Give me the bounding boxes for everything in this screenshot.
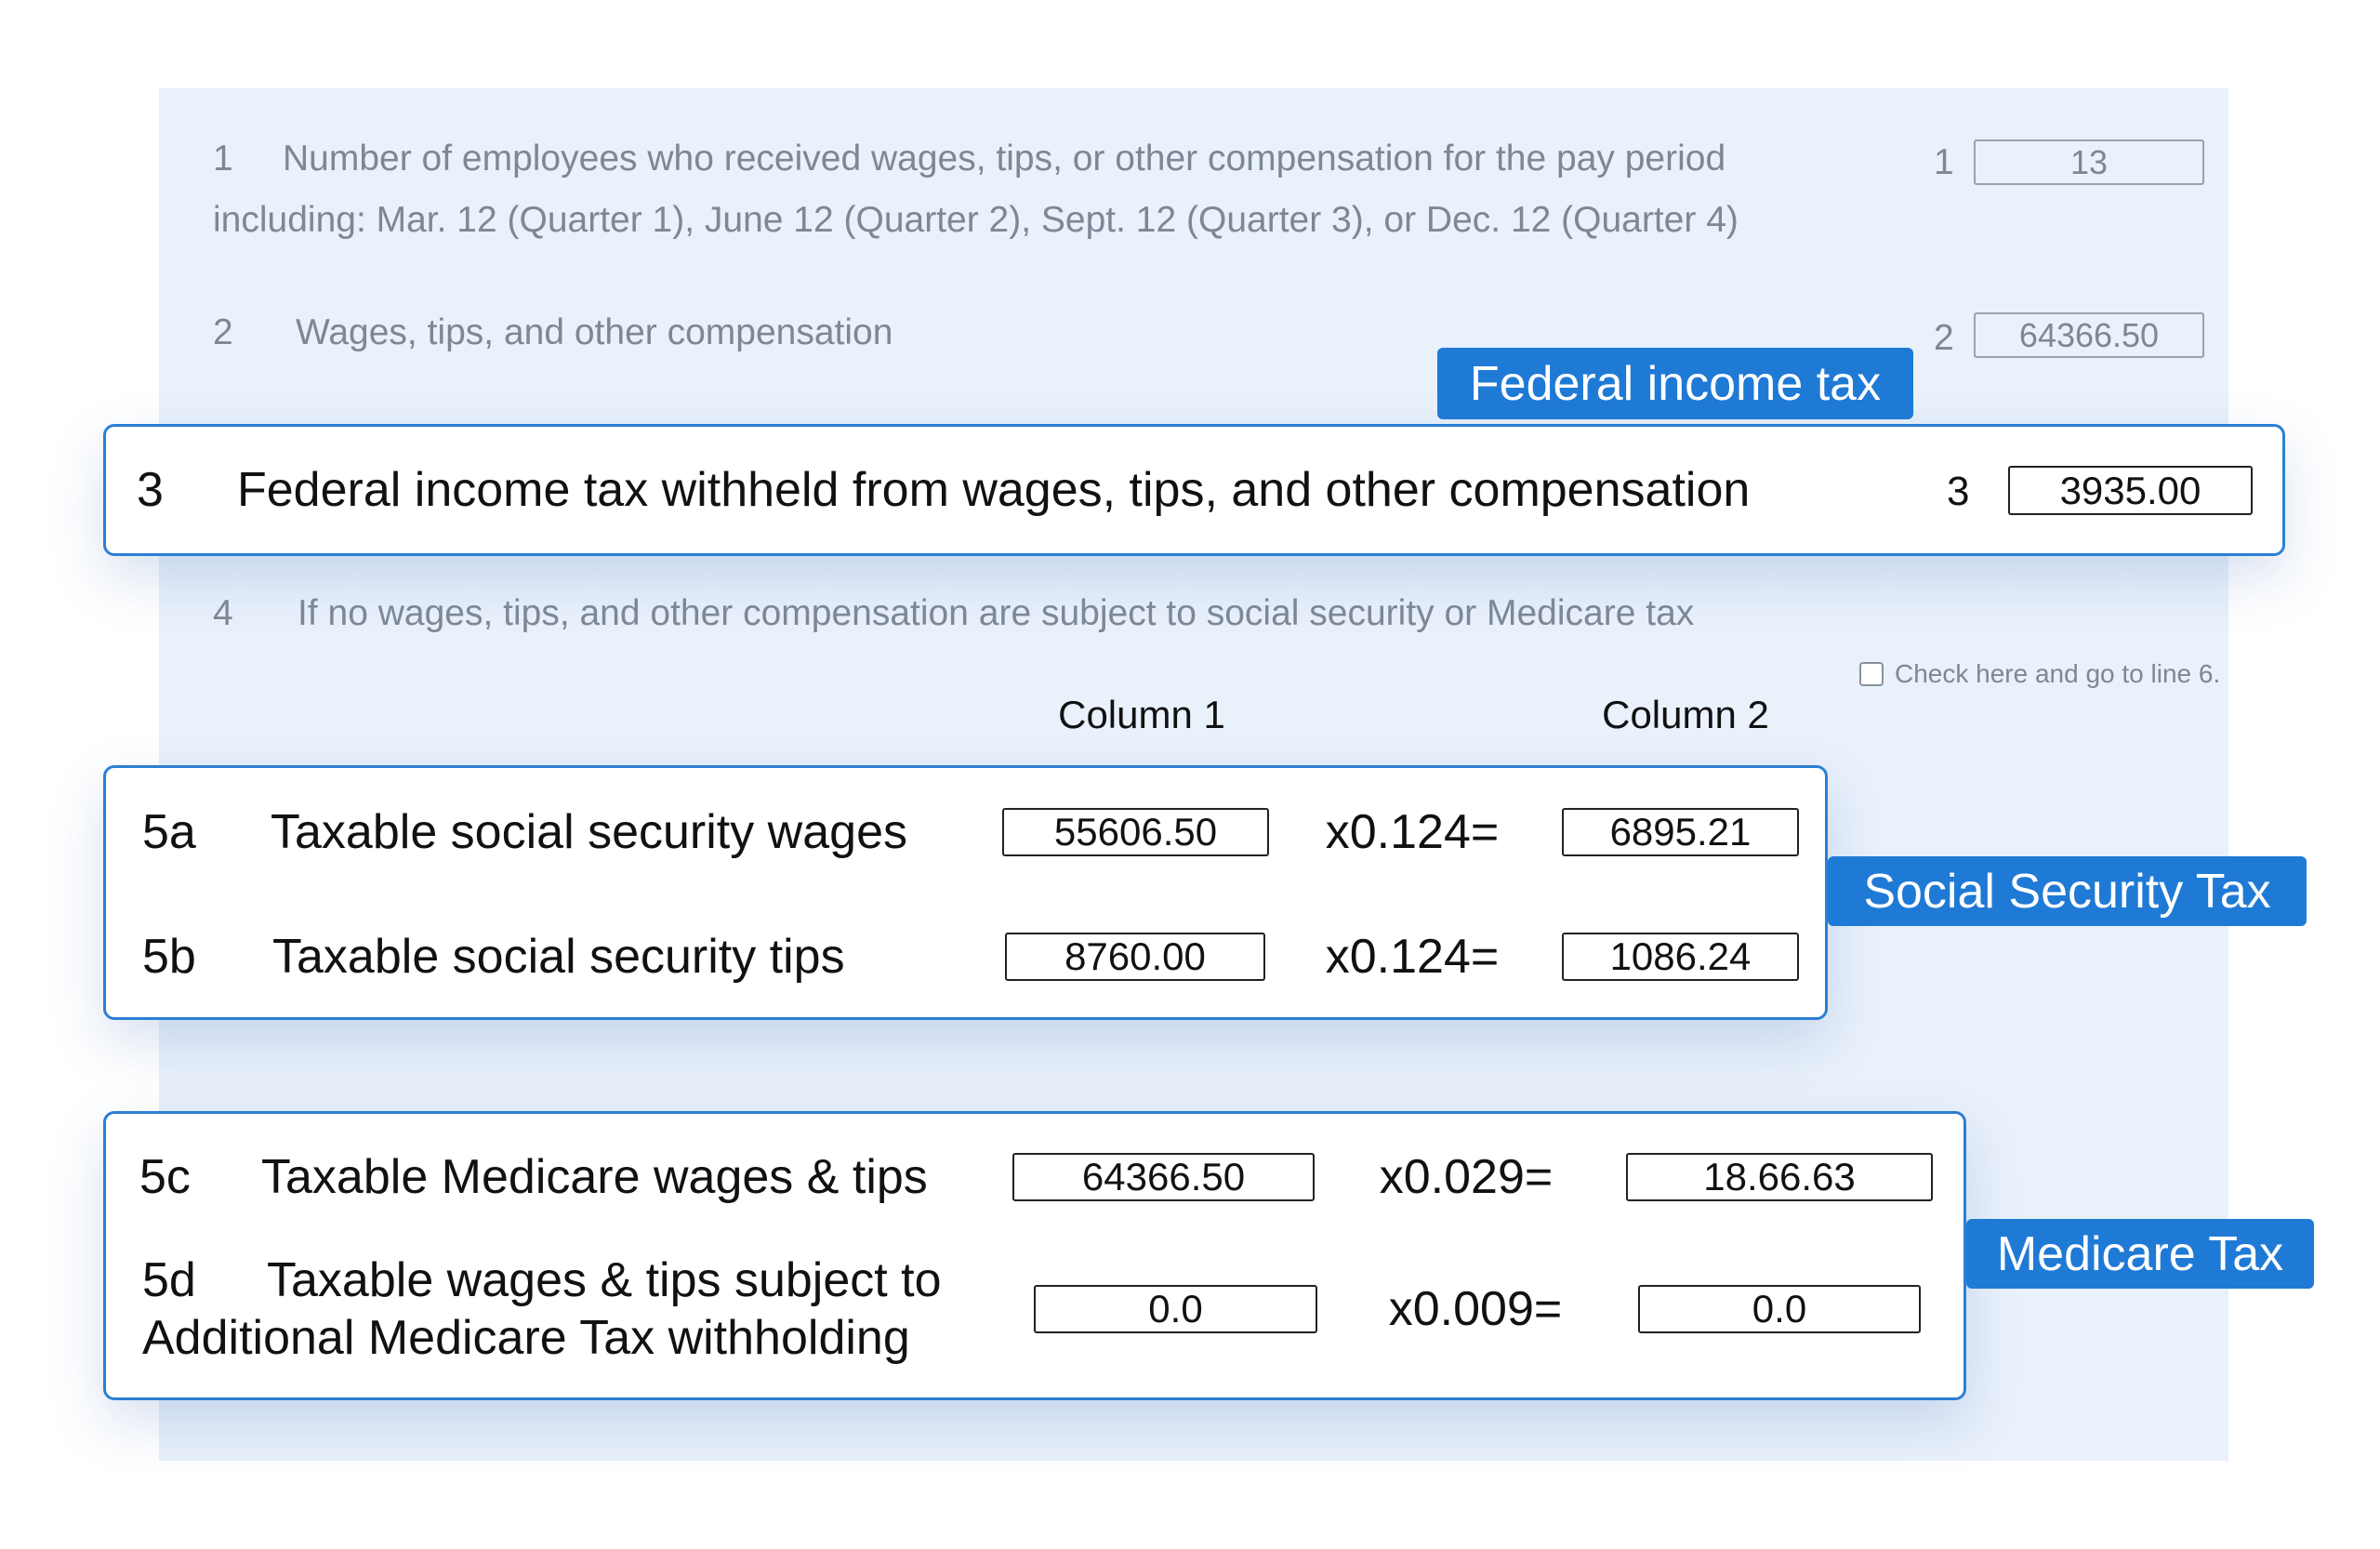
line-text: including: Mar. 12 (Quarter 1), June 12 … xyxy=(213,200,1739,240)
box-label: 2 xyxy=(1934,318,1954,358)
input-value: 64366.50 xyxy=(2018,315,2160,354)
multiplier: x0.029= xyxy=(1379,1150,1554,1204)
section-tag: Social Security Tax xyxy=(1828,856,2307,926)
line-number: 5a xyxy=(142,805,196,859)
input-box[interactable]: 18.66.63 xyxy=(1626,1153,1933,1201)
section-tag: Federal income tax xyxy=(1437,348,1913,419)
box-label: 1 xyxy=(1934,142,1954,182)
line-number: 2 xyxy=(213,312,233,352)
highlight-card xyxy=(103,765,1828,1020)
line-text: Taxable social security wages xyxy=(271,805,907,859)
line-text: Taxable wages & tips subject to xyxy=(267,1253,942,1307)
input-value: 55606.50 xyxy=(1053,810,1218,854)
input-value: 6895.21 xyxy=(1609,810,1752,854)
input-value: 0.0 xyxy=(1148,1287,1203,1331)
input-box[interactable]: 1086.24 xyxy=(1562,933,1799,981)
input-value: 13 xyxy=(2069,142,2109,181)
input-box[interactable]: 0.0 xyxy=(1034,1285,1317,1333)
line-number: 3 xyxy=(137,463,164,517)
line-text: Number of employees who received wages, … xyxy=(283,139,1726,179)
line-number: 5d xyxy=(142,1253,196,1307)
highlight-card xyxy=(103,1111,1966,1400)
input-value: 3935.00 xyxy=(2059,468,2202,512)
line-number: 5b xyxy=(142,930,196,984)
input-box[interactable]: 64366.50 xyxy=(1012,1153,1315,1201)
input-box[interactable]: 8760.00 xyxy=(1005,933,1265,981)
line-number: 5c xyxy=(139,1150,191,1204)
highlight-card xyxy=(103,424,2285,556)
input-box[interactable]: 64366.50 xyxy=(1974,312,2204,358)
input-box[interactable]: 0.0 xyxy=(1638,1285,1921,1333)
input-box[interactable]: 55606.50 xyxy=(1002,808,1269,856)
line-text: Wages, tips, and other compensation xyxy=(296,312,893,352)
line-text: Taxable social security tips xyxy=(272,930,845,984)
column-header: Column 1 xyxy=(1058,693,1225,736)
input-value: 0.0 xyxy=(1752,1287,1807,1331)
line-number: 4 xyxy=(213,593,233,633)
input-box[interactable]: 13 xyxy=(1974,139,2204,185)
multiplier: x0.124= xyxy=(1325,805,1500,859)
section-tag: Medicare Tax xyxy=(1966,1219,2314,1289)
input-value: 18.66.63 xyxy=(1703,1155,1856,1198)
checkbox[interactable] xyxy=(1859,662,1884,686)
line-text: Taxable Medicare wages & tips xyxy=(261,1150,928,1204)
line-text: Federal income tax withheld from wages, … xyxy=(237,463,1751,517)
line-text: If no wages, tips, and other compensatio… xyxy=(298,593,1695,633)
input-box[interactable]: 3935.00 xyxy=(2008,466,2253,515)
line-number: 1 xyxy=(213,139,233,179)
column-header: Column 2 xyxy=(1602,693,1769,736)
multiplier: x0.009= xyxy=(1388,1282,1563,1336)
multiplier: x0.124= xyxy=(1325,930,1500,984)
input-box[interactable]: 6895.21 xyxy=(1562,808,1799,856)
line-text: Additional Medicare Tax withholding xyxy=(142,1311,910,1365)
checkbox-label: Check here and go to line 6. xyxy=(1895,659,2221,688)
input-value: 8760.00 xyxy=(1064,934,1206,978)
box-label: 3 xyxy=(1947,469,1970,514)
input-value: 1086.24 xyxy=(1609,934,1752,978)
input-value: 64366.50 xyxy=(1081,1155,1246,1198)
